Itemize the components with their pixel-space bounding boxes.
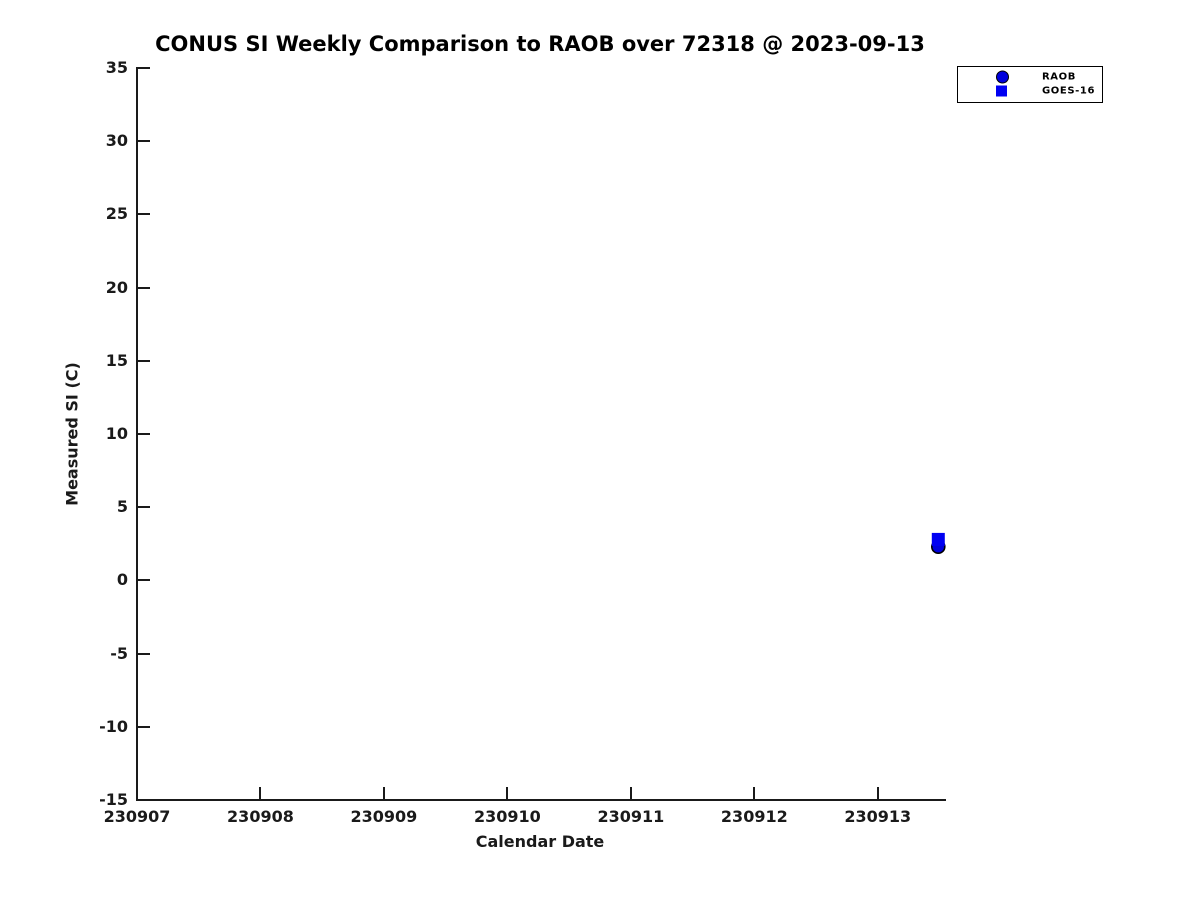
y-tick-mark — [138, 799, 150, 801]
y-tick-mark — [138, 286, 150, 289]
y-tick-mark — [138, 213, 150, 216]
y-tick-label: 25 — [105, 204, 128, 224]
x-tick-mark — [506, 787, 509, 799]
y-tick-label: 15 — [105, 350, 128, 370]
x-axis-line — [136, 799, 946, 801]
x-axis-label: Calendar Date — [475, 832, 605, 851]
x-tick-mark — [382, 787, 385, 799]
raob-circle-icon — [996, 70, 1009, 84]
x-tick-label: 230907 — [103, 807, 171, 826]
y-tick-mark — [138, 579, 150, 582]
y-tick-label: 35 — [105, 58, 128, 77]
y-tick-label: 20 — [105, 277, 128, 297]
x-tick-mark — [753, 787, 756, 799]
raob-data-point — [930, 539, 946, 555]
legend-label-goes16: GOES-16 — [1042, 85, 1096, 97]
legend-item-goes16: GOES-16 — [958, 84, 1102, 98]
x-tick-label: 230913 — [844, 807, 912, 826]
goes16-square-icon — [996, 85, 1007, 97]
goes-16-data-point — [931, 532, 945, 546]
y-tick-label: -10 — [99, 716, 128, 736]
y-tick-label: 0 — [116, 570, 128, 590]
x-tick-label: 230912 — [720, 807, 788, 826]
y-tick-mark — [138, 652, 150, 655]
legend-box: RAOB GOES-16 — [957, 66, 1103, 103]
y-axis-line — [136, 67, 138, 801]
x-tick-label: 230909 — [350, 807, 418, 826]
y-tick-mark — [138, 140, 150, 143]
x-tick-mark — [136, 787, 138, 799]
legend-item-raob: RAOB — [958, 70, 1102, 84]
y-tick-mark — [138, 506, 150, 509]
y-tick-mark — [138, 359, 150, 362]
legend-label-raob: RAOB — [1042, 71, 1076, 83]
x-tick-mark — [259, 787, 262, 799]
x-tick-label: 230910 — [473, 807, 541, 826]
y-tick-label: -5 — [110, 643, 128, 663]
chart-title: CONUS SI Weekly Comparison to RAOB over … — [155, 32, 925, 56]
x-tick-mark — [876, 787, 879, 799]
x-tick-label: 230911 — [597, 807, 665, 826]
y-tick-label: 5 — [116, 497, 128, 517]
y-tick-mark — [138, 433, 150, 435]
y-tick-label: 10 — [105, 424, 128, 443]
y-tick-label: -15 — [99, 790, 128, 809]
x-tick-mark — [629, 787, 632, 799]
y-tick-mark — [138, 67, 150, 69]
x-tick-label: 230908 — [227, 807, 294, 826]
y-tick-mark — [138, 725, 150, 728]
y-tick-label: 30 — [105, 131, 128, 151]
